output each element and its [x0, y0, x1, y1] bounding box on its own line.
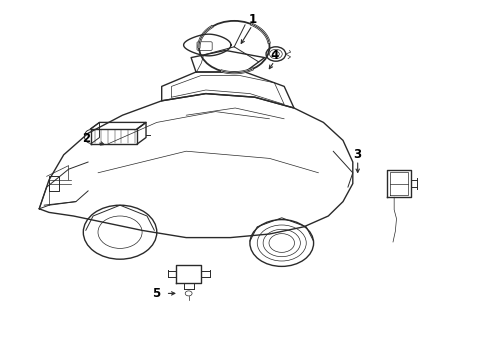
Text: 2: 2: [82, 132, 90, 145]
Text: 4: 4: [270, 49, 278, 62]
Text: 1: 1: [248, 13, 256, 26]
Text: 5: 5: [152, 287, 160, 300]
Text: 3: 3: [354, 148, 362, 161]
